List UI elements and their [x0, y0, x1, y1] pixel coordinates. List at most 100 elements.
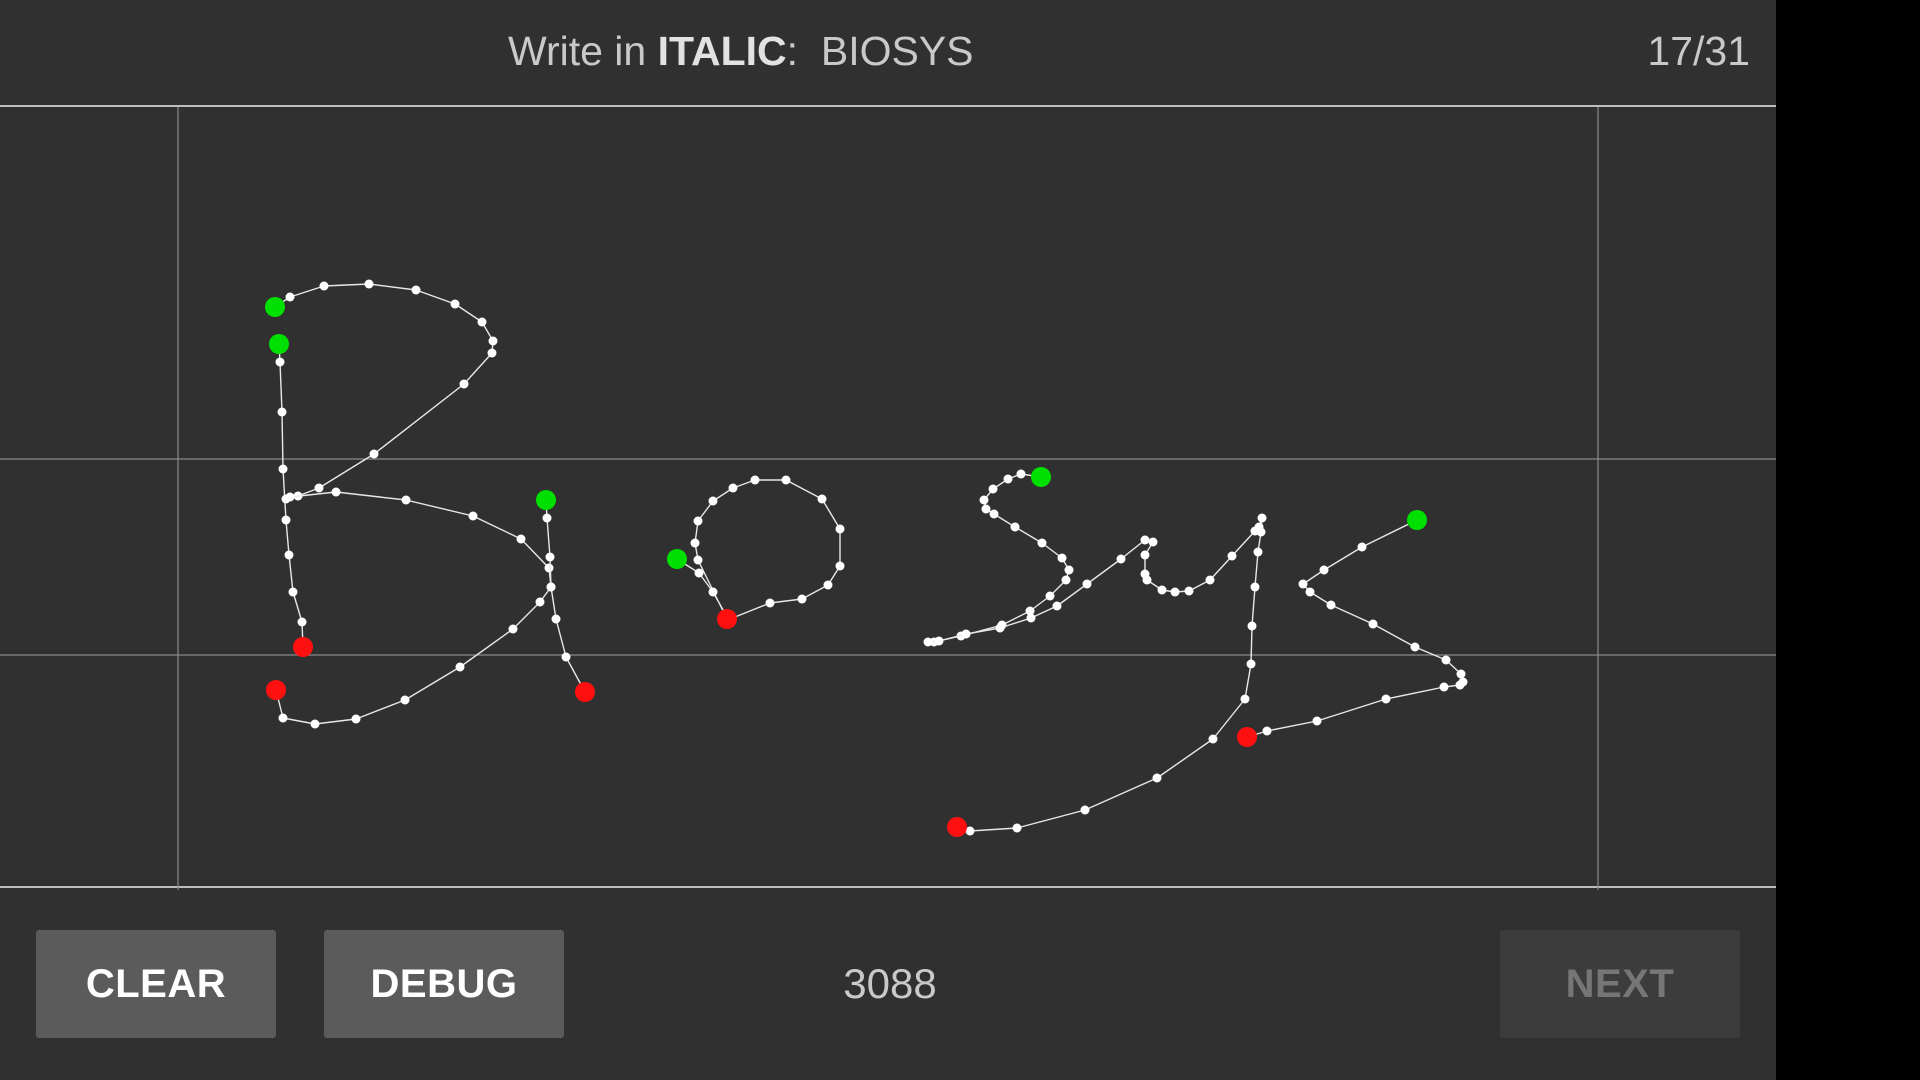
- ink-strokes: [265, 279, 1468, 837]
- guide-lines: [0, 107, 1776, 890]
- stroke-end-marker: [293, 637, 313, 657]
- writing-canvas[interactable]: [0, 105, 1776, 890]
- sample-point: [823, 580, 833, 590]
- sample-point: [1319, 565, 1329, 575]
- sample-point: [979, 495, 989, 505]
- stroke-end-marker: [575, 682, 595, 702]
- progress-counter: 17/31: [1647, 28, 1750, 74]
- sample-point: [1010, 522, 1020, 532]
- stroke-b-bottom-bowl: [275, 491, 552, 725]
- sample-point: [1357, 542, 1367, 552]
- stroke-end-marker: [266, 680, 286, 700]
- sample-point: [1052, 601, 1062, 611]
- stroke-start-marker: [269, 334, 289, 354]
- sample-point: [1142, 575, 1152, 585]
- sample-point: [693, 555, 703, 565]
- sample-point: [1016, 469, 1026, 479]
- sample-point: [965, 826, 975, 836]
- sample-point: [546, 582, 556, 592]
- sample-point: [1368, 619, 1378, 629]
- sample-point: [1305, 587, 1315, 597]
- stroke-start-marker: [1407, 510, 1427, 530]
- sample-point: [1205, 575, 1215, 585]
- stroke-end-marker: [717, 609, 737, 629]
- sample-point: [1257, 513, 1267, 523]
- header: Write in ITALIC: BIOSYS 17/31: [0, 0, 1776, 105]
- stroke-s: [933, 473, 1070, 643]
- sample-point: [1045, 591, 1055, 601]
- sample-point: [690, 538, 700, 548]
- next-button[interactable]: NEXT: [1500, 930, 1740, 1038]
- sample-point: [1064, 565, 1074, 575]
- sample-point: [1262, 726, 1272, 736]
- sample-point: [411, 285, 421, 295]
- sample-point: [693, 516, 703, 526]
- sample-point: [1140, 550, 1150, 560]
- sample-point: [835, 561, 845, 571]
- stroke-end-marker: [947, 817, 967, 837]
- stroke-end-marker: [1237, 727, 1257, 747]
- debug-button[interactable]: DEBUG: [324, 930, 564, 1038]
- sample-point: [1140, 535, 1150, 545]
- sample-point: [1152, 773, 1162, 783]
- sample-point: [1170, 587, 1180, 597]
- sample-point: [1439, 682, 1449, 692]
- sample-point: [545, 552, 555, 562]
- prompt-suffix: :: [786, 28, 799, 74]
- sample-point: [1080, 805, 1090, 815]
- sample-point: [508, 624, 518, 634]
- sample-point: [285, 292, 295, 302]
- sample-point: [285, 492, 295, 502]
- sample-point: [314, 483, 324, 493]
- sample-point: [1253, 547, 1263, 557]
- sample-point: [934, 636, 944, 646]
- clear-button[interactable]: CLEAR: [36, 930, 276, 1038]
- sample-point: [277, 407, 287, 417]
- sample-point: [989, 509, 999, 519]
- sample-point: [728, 483, 738, 493]
- sample-point: [400, 695, 410, 705]
- footer: CLEAR DEBUG 3088 NEXT: [0, 888, 1776, 1080]
- prompt-style: ITALIC: [657, 28, 787, 74]
- sample-point: [275, 357, 285, 367]
- point-counter: 3088: [843, 960, 937, 1007]
- sample-point: [561, 652, 571, 662]
- prompt-prefix: Write in: [508, 28, 658, 74]
- sample-point: [1381, 694, 1391, 704]
- sample-point: [278, 464, 288, 474]
- sample-point: [1082, 579, 1092, 589]
- sample-point: [331, 487, 341, 497]
- sample-point: [488, 336, 498, 346]
- stroke-i: [545, 499, 586, 693]
- sample-point: [1298, 579, 1308, 589]
- sample-point: [781, 475, 791, 485]
- sample-point: [450, 299, 460, 309]
- handwriting-app: Write in ITALIC: BIOSYS 17/31 CLEAR DEBU…: [0, 0, 1776, 1080]
- sample-point: [468, 511, 478, 521]
- sample-point: [319, 281, 329, 291]
- sample-point: [1057, 553, 1067, 563]
- stroke-start-marker: [667, 549, 687, 569]
- sample-point: [351, 714, 361, 724]
- sample-point: [1441, 655, 1451, 665]
- sample-point: [551, 614, 561, 624]
- sample-point: [1157, 585, 1167, 595]
- sample-point: [459, 379, 469, 389]
- sample-point: [1208, 734, 1218, 744]
- sample-point: [1250, 582, 1260, 592]
- sample-point: [516, 534, 526, 544]
- sample-point: [1116, 554, 1126, 564]
- sample-point: [1148, 537, 1158, 547]
- sample-point: [797, 594, 807, 604]
- sample-point: [1326, 600, 1336, 610]
- stroke-start-marker: [1031, 467, 1051, 487]
- sample-point: [750, 475, 760, 485]
- sample-point: [1037, 538, 1047, 548]
- stroke-start-marker: [536, 490, 556, 510]
- sample-point: [1246, 659, 1256, 669]
- stroke-b-top-bowl: [274, 283, 494, 500]
- sample-point: [455, 662, 465, 672]
- sample-point: [1025, 606, 1035, 616]
- sample-point: [1247, 621, 1257, 631]
- stroke-o: [676, 479, 841, 620]
